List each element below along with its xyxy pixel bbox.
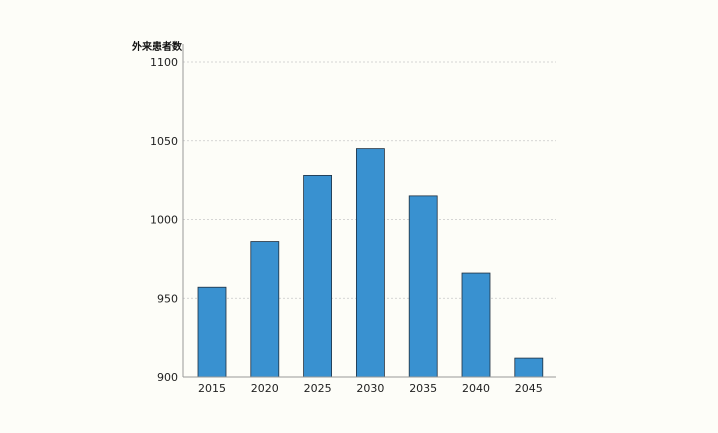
x-tick-label: 2030 xyxy=(356,382,384,395)
x-tick-label: 2025 xyxy=(304,382,332,395)
y-tick-label: 900 xyxy=(157,371,178,384)
bar-2015 xyxy=(197,286,227,378)
tick-labels: 900 950 1000 1050 1100 2015 2020 2025 2030 2035 20… xyxy=(150,56,543,395)
x-tick-label: 2020 xyxy=(251,382,279,395)
bar-2020 xyxy=(250,241,280,378)
bars xyxy=(197,148,544,378)
x-tick-label: 2015 xyxy=(198,382,226,395)
bar-2035 xyxy=(408,195,438,378)
bar-2040 xyxy=(461,272,491,378)
x-tick-label: 2040 xyxy=(462,382,490,395)
bar-2030 xyxy=(355,148,385,378)
bar-2045 xyxy=(514,357,544,378)
x-tick-label: 2045 xyxy=(515,382,543,395)
y-tick-label: 1050 xyxy=(150,135,178,148)
x-tick-label: 2035 xyxy=(409,382,437,395)
y-tick-label: 1100 xyxy=(150,56,178,69)
y-tick-label: 950 xyxy=(157,292,178,305)
axes xyxy=(182,44,556,378)
y-axis-title: 外来患者数 xyxy=(131,40,183,53)
y-tick-label: 1000 xyxy=(150,214,178,227)
bar-2025 xyxy=(303,174,333,378)
